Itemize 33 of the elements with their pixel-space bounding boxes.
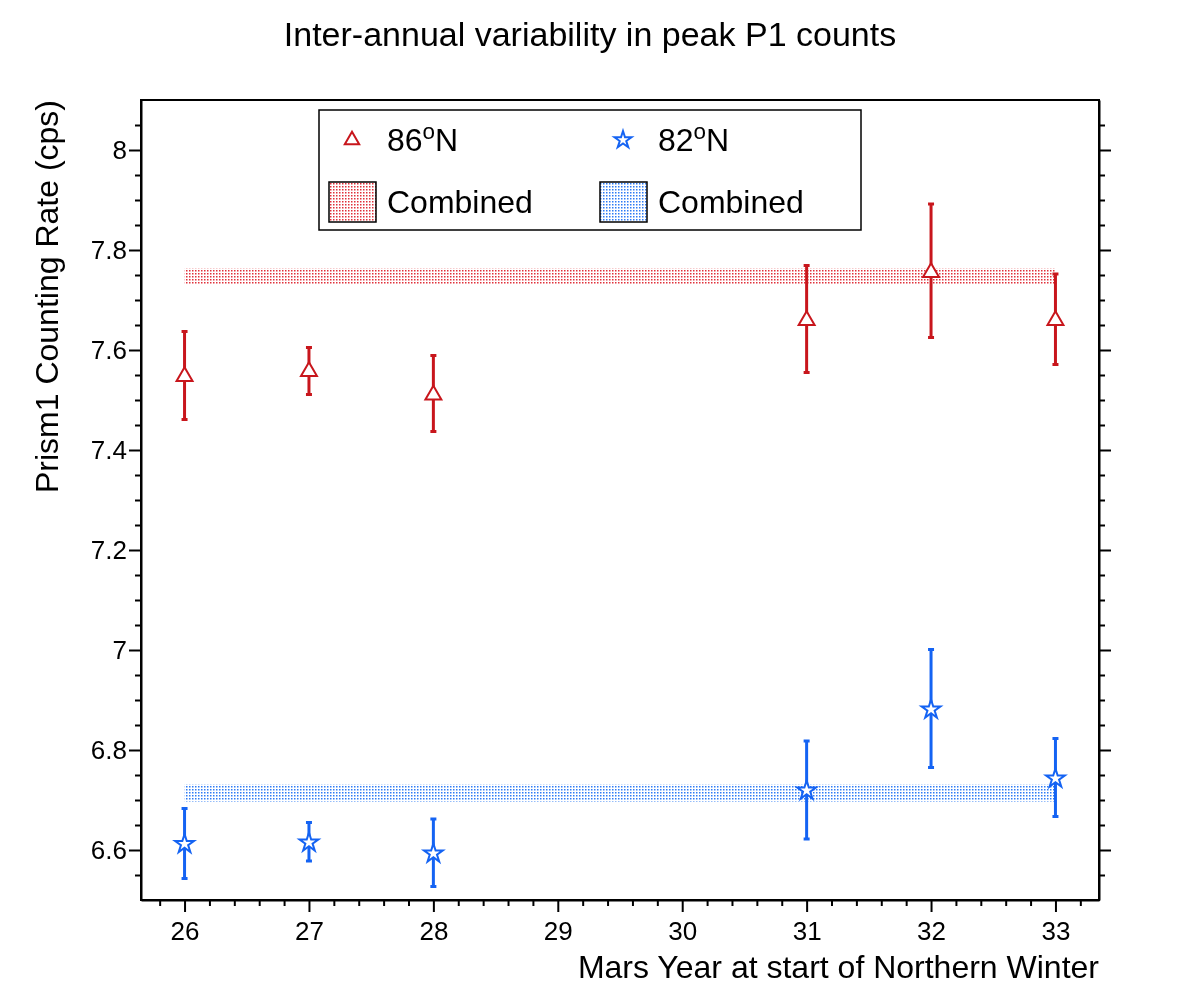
legend-label: 86$^{o}$N: [387, 118, 459, 158]
x-tick-label: 27: [295, 916, 324, 947]
x-tick-label: 32: [917, 916, 946, 947]
point: [796, 779, 818, 800]
x-tick-label: 29: [543, 916, 573, 947]
y-tick-label: 7.6: [90, 334, 127, 365]
y-tick-label: 7.4: [90, 434, 127, 465]
point: [797, 310, 816, 327]
legend-label: Combined: [387, 184, 533, 220]
x-axis-title: Mars Year at start of Northern Winter: [577, 949, 1100, 985]
point: [1045, 767, 1066, 788]
point: [424, 384, 443, 401]
chart-title: Inter-annual variability in peak P1 counts: [283, 15, 897, 53]
y-tick-label: 6.6: [90, 834, 127, 865]
y-tick-label: 6.8: [90, 734, 127, 765]
y-tick-label: 7: [112, 634, 127, 665]
x-tick-label: 31: [792, 916, 822, 947]
point: [299, 361, 318, 378]
point: [174, 833, 195, 854]
point: [175, 366, 194, 383]
x-tick-label: 28: [419, 916, 449, 947]
legend-label: 82$^{o}$N: [658, 118, 730, 158]
point: [1046, 310, 1065, 327]
x-tick-label: 26: [170, 916, 200, 947]
y-tick-label: 7.8: [90, 234, 127, 265]
point: [422, 842, 444, 863]
x-tick-label: 33: [1041, 916, 1071, 947]
y-axis-title: Prism1 Counting Rate (cps): [29, 100, 65, 494]
x-tick-label: 30: [668, 916, 698, 947]
y-tick-label: 7.2: [90, 534, 127, 565]
legend-label: Combined: [658, 184, 804, 220]
point: [922, 262, 941, 279]
y-tick-label: 8: [112, 134, 127, 165]
